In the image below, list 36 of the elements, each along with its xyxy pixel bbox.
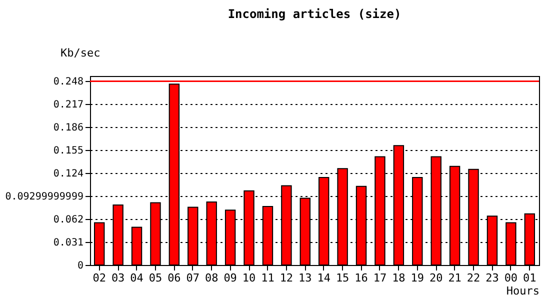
x-tick-label: 12 [280,272,294,284]
x-axis-title: Hours [506,284,540,298]
x-tick-label: 10 [242,272,256,284]
x-tick-label: 02 [92,272,106,284]
y-tick-label: 0.062 [53,214,84,226]
x-tick-label: 04 [130,272,144,284]
y-tick-label: 0.217 [53,100,84,111]
x-tick-label: 21 [448,272,462,284]
x-tick-label: 06 [168,272,181,284]
x-tick-label: 05 [148,272,162,284]
y-tick-label: 0.186 [53,122,84,134]
x-tick-label: 07 [186,272,200,284]
x-tick-label: 19 [410,272,424,284]
x-tick-label: 14 [317,272,331,284]
x-tick-label: 01 [523,272,536,284]
y-axis-title: Kb/sec [60,46,100,60]
x-tick-label: 22 [466,272,480,284]
x-tick-label: 15 [336,272,350,284]
x-tick-label: 08 [204,272,218,284]
x-tick-label: 13 [298,272,312,284]
x-tick-label: 00 [504,272,518,284]
x-tick-label: 17 [373,272,387,284]
y-tick-label: 0 [77,260,84,272]
y-tick-label: 0.155 [53,146,84,157]
x-tick-label: 20 [429,272,443,284]
chart-title: Incoming articles (size) [228,7,402,21]
x-tick-label: 09 [224,272,237,284]
y-tick-label: 0.09299999999 [5,192,84,203]
y-tick-label: 0.031 [53,238,84,249]
y-tick-label: 0.248 [53,76,84,88]
y-tick-label: 0.124 [53,168,84,180]
x-tick-label: 11 [261,272,274,284]
x-tick-label: 03 [111,272,125,284]
x-tick-label: 18 [392,272,406,284]
x-tick-label: 16 [354,272,368,284]
x-tick-label: 23 [486,272,499,284]
